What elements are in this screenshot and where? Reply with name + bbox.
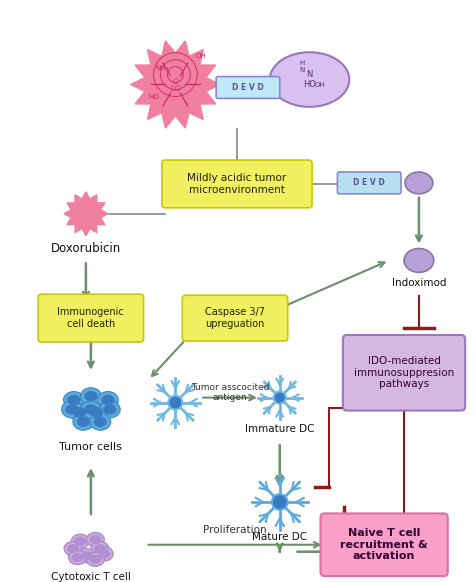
- Text: OH: OH: [195, 52, 206, 59]
- Ellipse shape: [73, 413, 94, 430]
- Polygon shape: [131, 41, 220, 128]
- FancyBboxPatch shape: [182, 295, 288, 341]
- Ellipse shape: [94, 417, 107, 427]
- Ellipse shape: [90, 407, 103, 417]
- FancyBboxPatch shape: [162, 160, 312, 208]
- Ellipse shape: [270, 52, 349, 107]
- Ellipse shape: [90, 413, 111, 430]
- FancyBboxPatch shape: [337, 172, 401, 194]
- Ellipse shape: [71, 534, 89, 548]
- Ellipse shape: [98, 392, 118, 409]
- Ellipse shape: [95, 546, 113, 561]
- Ellipse shape: [99, 549, 110, 558]
- Ellipse shape: [73, 407, 86, 417]
- Ellipse shape: [91, 541, 109, 556]
- Ellipse shape: [94, 544, 106, 553]
- Text: Immature DC: Immature DC: [245, 424, 314, 434]
- Circle shape: [273, 392, 286, 404]
- Ellipse shape: [69, 404, 90, 421]
- Ellipse shape: [64, 541, 82, 556]
- Ellipse shape: [77, 417, 90, 427]
- Text: N
HO: N HO: [303, 70, 316, 89]
- Ellipse shape: [101, 395, 115, 405]
- Ellipse shape: [65, 404, 79, 414]
- Text: Tumor asscocited
antigen: Tumor asscocited antigen: [191, 383, 269, 402]
- Text: ○
○○: ○ ○○: [169, 78, 182, 91]
- Ellipse shape: [81, 551, 92, 560]
- Text: Indoximod: Indoximod: [392, 278, 446, 288]
- Text: D E V D: D E V D: [353, 179, 385, 187]
- Text: D E V D: D E V D: [232, 83, 264, 92]
- FancyBboxPatch shape: [343, 335, 465, 410]
- Ellipse shape: [81, 401, 101, 418]
- Ellipse shape: [64, 392, 84, 409]
- Ellipse shape: [84, 404, 98, 414]
- Ellipse shape: [67, 395, 81, 405]
- Text: Cytotoxic T cell: Cytotoxic T cell: [51, 572, 131, 581]
- Ellipse shape: [86, 552, 104, 566]
- Text: Immunogenic
cell death: Immunogenic cell death: [57, 307, 124, 329]
- Text: Naive T cell
recruitment &
activation: Naive T cell recruitment & activation: [340, 528, 428, 562]
- Text: OH: OH: [315, 83, 325, 88]
- Ellipse shape: [62, 401, 82, 418]
- Ellipse shape: [404, 249, 434, 272]
- Ellipse shape: [81, 388, 101, 404]
- Ellipse shape: [90, 555, 101, 564]
- Ellipse shape: [74, 537, 86, 546]
- Polygon shape: [64, 192, 108, 236]
- Ellipse shape: [86, 533, 104, 546]
- Text: Doxorubicin: Doxorubicin: [51, 242, 121, 255]
- Ellipse shape: [69, 551, 86, 565]
- Ellipse shape: [86, 404, 107, 421]
- FancyBboxPatch shape: [320, 513, 448, 576]
- Ellipse shape: [405, 172, 433, 194]
- Circle shape: [272, 494, 288, 510]
- Text: NH₂: NH₂: [155, 65, 169, 70]
- Ellipse shape: [103, 404, 117, 414]
- Ellipse shape: [84, 391, 98, 402]
- Ellipse shape: [100, 401, 120, 418]
- Ellipse shape: [72, 553, 83, 562]
- FancyBboxPatch shape: [216, 77, 280, 98]
- FancyBboxPatch shape: [38, 294, 144, 342]
- Circle shape: [168, 396, 182, 410]
- Text: Tumor cells: Tumor cells: [59, 442, 122, 452]
- Text: Proliferation: Proliferation: [203, 525, 267, 535]
- Text: Caspase 3/7
upreguation: Caspase 3/7 upreguation: [205, 307, 265, 329]
- Text: Mature DC: Mature DC: [252, 532, 307, 542]
- Ellipse shape: [77, 548, 95, 563]
- Text: HO: HO: [148, 94, 159, 101]
- Ellipse shape: [67, 544, 79, 553]
- Text: H
N: H N: [300, 59, 305, 73]
- Text: Mildly acidic tumor
microenvironment: Mildly acidic tumor microenvironment: [187, 173, 287, 195]
- Ellipse shape: [90, 535, 101, 544]
- Text: IDO-mediated
immunosuppresion
pathways: IDO-mediated immunosuppresion pathways: [354, 356, 454, 389]
